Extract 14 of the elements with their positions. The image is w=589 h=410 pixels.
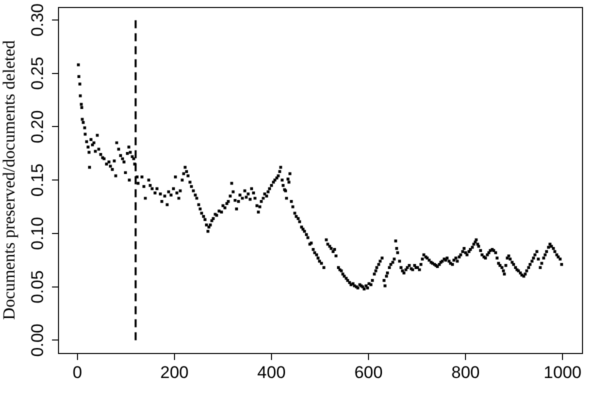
x-tick-label: 800 <box>451 362 480 382</box>
x-tick-label: 600 <box>354 362 383 382</box>
y-tick-label: 0.05 <box>28 270 48 304</box>
y-tick-label: 0.00 <box>28 324 48 357</box>
y-tick-label: 0.15 <box>28 164 48 197</box>
x-tick-label: 400 <box>257 362 286 382</box>
x-tick-label: 0 <box>72 362 82 382</box>
x-tick-label: 200 <box>160 362 189 382</box>
y-axis-title: Documents preserved/documents deleted <box>0 40 19 320</box>
x-tick-label: 1000 <box>544 362 582 382</box>
y-tick-label: 0.25 <box>28 56 48 90</box>
y-tick-label: 0.20 <box>28 110 48 144</box>
y-tick-label: 0.30 <box>28 3 48 37</box>
y-tick-label: 0.10 <box>28 216 48 250</box>
